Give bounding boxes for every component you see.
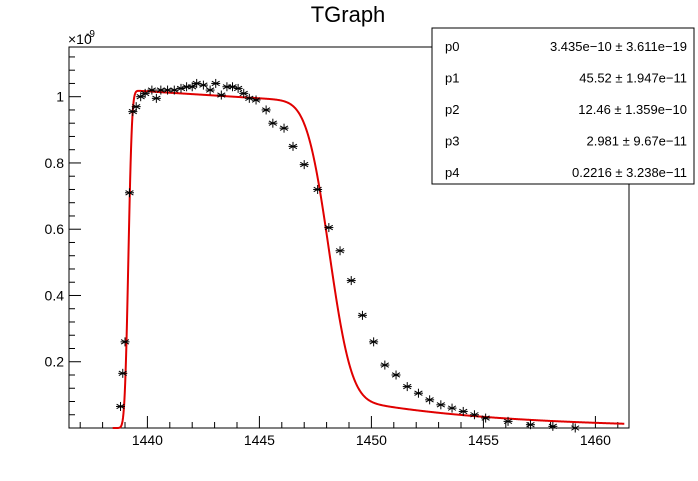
x-tick-label: 1455 bbox=[468, 432, 499, 448]
data-point bbox=[357, 310, 367, 320]
stats-row: p3 2.981 ± 9.67e−11 bbox=[445, 134, 687, 149]
y-multiplier-base: ×10 bbox=[68, 31, 92, 47]
data-point bbox=[369, 337, 379, 347]
y-tick-label: 1 bbox=[56, 89, 64, 105]
data-point bbox=[147, 85, 157, 95]
data-point bbox=[447, 403, 457, 413]
stats-rows: p0 3.435e−10 ± 3.611e−19 p1 45.52 ± 1.947e−… bbox=[445, 39, 687, 180]
stats-param-name: p0 bbox=[445, 39, 459, 54]
y-axis-labels: 0.2 0.4 0.6 0.8 1 bbox=[45, 89, 65, 370]
stats-param-value: 12.46 ± 1.359e−10 bbox=[578, 102, 687, 117]
data-points bbox=[116, 78, 580, 433]
stats-row: p4 0.2216 ± 3.238e−11 bbox=[445, 165, 687, 180]
data-point bbox=[469, 410, 479, 420]
data-point bbox=[151, 93, 161, 103]
x-tick-label: 1440 bbox=[132, 432, 163, 448]
data-point bbox=[458, 406, 468, 416]
data-point bbox=[413, 388, 423, 398]
data-point bbox=[118, 368, 128, 378]
stats-param-value: 45.52 ± 1.947e−11 bbox=[579, 71, 687, 86]
data-point bbox=[205, 85, 215, 95]
y-tick-label: 0.6 bbox=[45, 221, 65, 237]
stats-param-value: 2.981 ± 9.67e−11 bbox=[586, 134, 687, 149]
data-point bbox=[548, 421, 558, 431]
fit-curve bbox=[112, 89, 625, 429]
stats-param-name: p4 bbox=[445, 165, 459, 180]
data-point bbox=[156, 85, 166, 95]
stats-param-name: p1 bbox=[445, 71, 459, 86]
y-multiplier: ×10 -9 bbox=[68, 29, 95, 47]
data-point bbox=[380, 360, 390, 370]
data-point bbox=[131, 102, 141, 112]
data-point bbox=[425, 395, 435, 405]
stats-row: p0 3.435e−10 ± 3.611e−19 bbox=[445, 39, 687, 54]
y-multiplier-exponent: -9 bbox=[86, 29, 95, 40]
data-point bbox=[268, 118, 278, 128]
data-point bbox=[481, 413, 491, 423]
data-point bbox=[120, 337, 130, 347]
data-point bbox=[402, 382, 412, 392]
data-point bbox=[140, 88, 150, 98]
stats-param-value: 0.2216 ± 3.238e−11 bbox=[572, 165, 687, 180]
data-point bbox=[198, 80, 208, 90]
data-point bbox=[233, 83, 243, 93]
data-point bbox=[313, 184, 323, 194]
data-point bbox=[570, 423, 580, 433]
stats-box-frame bbox=[431, 27, 695, 185]
data-point bbox=[335, 246, 345, 256]
data-point bbox=[251, 95, 261, 105]
data-point bbox=[216, 90, 226, 100]
stats-param-name: p2 bbox=[445, 102, 459, 117]
y-tick-label: 0.4 bbox=[45, 287, 65, 303]
data-point bbox=[279, 123, 289, 133]
data-point bbox=[239, 88, 249, 98]
data-point bbox=[525, 420, 535, 430]
stats-row: p2 12.46 ± 1.359e−10 bbox=[445, 102, 687, 117]
data-point bbox=[391, 370, 401, 380]
stats-box: p0 3.435e−10 ± 3.611e−19 p1 45.52 ± 1.947e−… bbox=[431, 27, 695, 185]
data-point bbox=[116, 401, 126, 411]
data-point bbox=[346, 276, 356, 286]
y-tick-label: 0.2 bbox=[45, 354, 65, 370]
data-point bbox=[503, 416, 513, 426]
stats-row: p1 45.52 ± 1.947e−11 bbox=[445, 71, 687, 86]
x-tick-label: 1460 bbox=[580, 432, 611, 448]
x-axis-labels: 1440 1445 1450 1455 1460 bbox=[132, 432, 611, 448]
y-axis-ticks bbox=[69, 56, 81, 416]
x-tick-label: 1445 bbox=[244, 432, 275, 448]
data-point bbox=[163, 85, 173, 95]
data-point bbox=[324, 223, 334, 233]
data-point bbox=[261, 105, 271, 115]
chart-title: TGraph bbox=[311, 2, 386, 27]
data-point bbox=[436, 400, 446, 410]
x-tick-label: 1450 bbox=[356, 432, 387, 448]
data-point bbox=[124, 188, 134, 198]
x-axis-ticks bbox=[79, 416, 619, 428]
stats-param-value: 3.435e−10 ± 3.611e−19 bbox=[550, 39, 687, 54]
data-point bbox=[211, 78, 221, 88]
y-tick-label: 0.8 bbox=[45, 155, 65, 171]
stats-param-name: p3 bbox=[445, 134, 459, 149]
data-point bbox=[288, 141, 298, 151]
data-point bbox=[299, 160, 309, 170]
